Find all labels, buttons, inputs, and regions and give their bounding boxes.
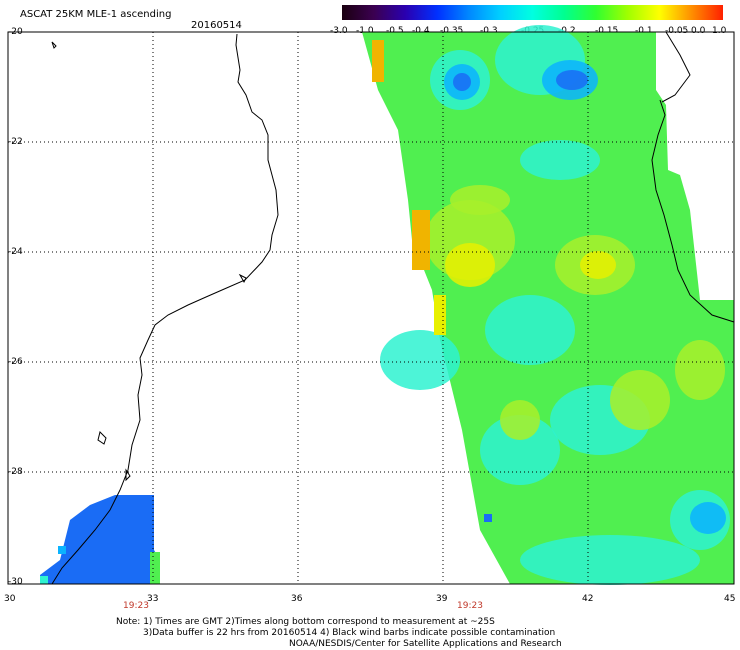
product-date: 20160514 [191,20,242,31]
coastline [51,31,735,585]
colorbar-tick-label: -0.1 [635,26,653,36]
notes: Note: 1) Times are GMT 2)Times along bot… [116,617,562,650]
colorbar-tick-label: -0.15 [595,26,619,36]
colorbar-tick-label: -0.4 [412,26,430,36]
colorbar-tick-label: -0.05 [665,26,689,36]
lon-label: 42 [582,594,594,604]
colorbar-tick-label: -0.35 [440,26,464,36]
colorbar-gradient [342,5,723,20]
wind-swath-east [362,25,734,585]
colorbar-tick-label: -0.5 [386,26,404,36]
note-line: 3)Data buffer is 22 hrs from 20160514 4)… [143,628,556,638]
product-title: ASCAT 25KM MLE-1 ascending [20,9,172,20]
time-label: 19:23 [457,601,483,611]
note-line: NOAA/NESDIS/Center for Satellite Applica… [289,639,562,649]
colorbar-tick-label: -0.2 [558,26,576,36]
lat-label: -28 [8,467,23,477]
lat-label: -20 [8,27,23,37]
time-label: 19:23 [123,601,149,611]
lon-label: 36 [291,594,303,604]
lon-label: 30 [4,594,16,604]
lat-label: -24 [8,247,23,257]
lat-label: -22 [8,137,23,147]
wind-swath-southwest [40,495,160,584]
lon-label: 39 [436,594,448,604]
colorbar-tick-label: -0.3 [480,26,498,36]
colorbar-tick-label: -1.0 [356,26,374,36]
colorbar [342,5,723,20]
lon-label: 45 [724,594,736,604]
note-line: Note: 1) Times are GMT 2)Times along bot… [116,617,495,627]
colorbar-tick-label: 0.0 [691,26,706,36]
colorbar-tick-label: -3.0 [330,26,348,36]
plot-frame [7,31,735,585]
colorbar-tick-label: 1.0 [712,26,727,36]
lon-label: 33 [147,594,159,604]
lat-label: -26 [8,357,23,367]
lat-label: -30 [8,577,23,587]
